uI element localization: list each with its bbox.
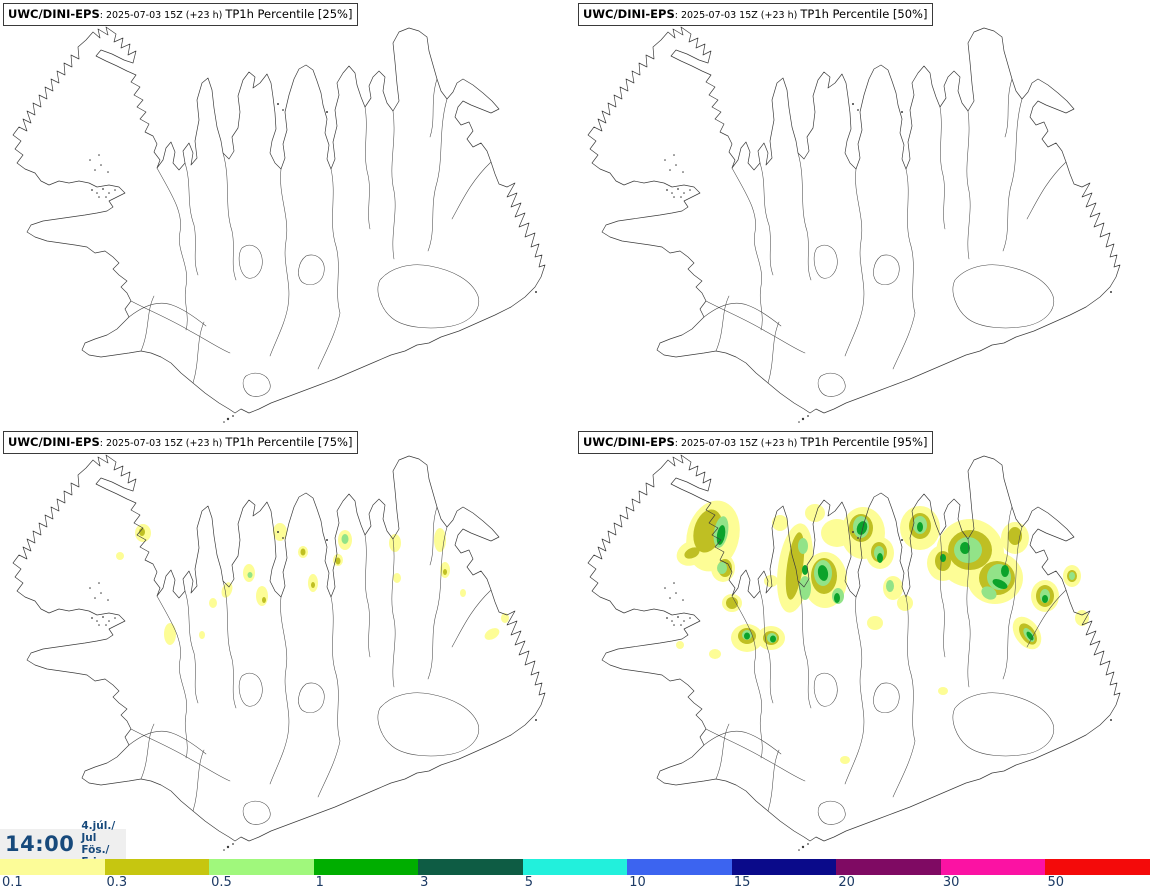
- run-time: : 2025-07-03 15Z (+23 h): [674, 438, 798, 449]
- colorbar-tick-label: 0.3: [106, 875, 128, 890]
- clock-panel: 14:00 4.júl./ Jul Fös./ Fri: [0, 820, 126, 868]
- product-name: TP1h Percentile [75%]: [225, 435, 353, 449]
- panel-title-95: UWC/DINI-EPS: 2025-07-03 15Z (+23 h) TP1h…: [578, 431, 934, 454]
- precip-field-95: [676, 500, 1089, 764]
- clock-date-line: 4.júl./ Jul: [81, 819, 116, 844]
- model-name: UWC/DINI-EPS: [8, 435, 100, 449]
- colorbar-tick-label: 5: [524, 875, 533, 890]
- run-time: : 2025-07-03 15Z (+23 h): [99, 438, 223, 449]
- panel-title-25: UWC/DINI-EPS: 2025-07-03 15Z (+23 h) TP1h…: [3, 3, 359, 26]
- iceland-map-95: [587, 450, 1121, 852]
- model-name: UWC/DINI-EPS: [8, 7, 100, 21]
- colorbar-tick-label: 10: [629, 875, 646, 890]
- map-panel-95: UWC/DINI-EPS: 2025-07-03 15Z (+23 h) TP1h…: [575, 428, 1150, 856]
- clock-time: 14:00: [5, 832, 75, 856]
- colorbar-tick-label: 50: [1047, 875, 1064, 890]
- colorbar-segment-3: [418, 859, 523, 875]
- colorbar-tick-label: 0.1: [2, 875, 23, 890]
- iceland-map-25: [12, 22, 546, 424]
- colorbar-segment-50: [1045, 859, 1150, 875]
- colorbar-segment-1: [313, 859, 419, 875]
- run-time: : 2025-07-03 15Z (+23 h): [99, 10, 223, 21]
- model-name: UWC/DINI-EPS: [583, 435, 675, 449]
- product-name: TP1h Percentile [25%]: [225, 7, 353, 21]
- colorbar-tick-label: 20: [838, 875, 855, 890]
- iceland-map-75: [12, 450, 546, 852]
- map-panel-75: UWC/DINI-EPS: 2025-07-03 15Z (+23 h) TP1h…: [0, 428, 575, 856]
- product-name: TP1h Percentile [95%]: [800, 435, 928, 449]
- product-name: TP1h Percentile [50%]: [800, 7, 928, 21]
- colorbar-segment-30: [940, 859, 1046, 875]
- model-name: UWC/DINI-EPS: [583, 7, 675, 21]
- map-panel-25: UWC/DINI-EPS: 2025-07-03 15Z (+23 h) TP1h…: [0, 0, 575, 428]
- colorbar-segment-5: [522, 859, 628, 875]
- colorbar-tick-label: 3: [420, 875, 429, 890]
- colorbar-segment-20: [836, 859, 941, 875]
- panel-title-50: UWC/DINI-EPS: 2025-07-03 15Z (+23 h) TP1h…: [578, 3, 934, 26]
- map-panel-50: UWC/DINI-EPS: 2025-07-03 15Z (+23 h) TP1h…: [575, 0, 1150, 428]
- colorbar-segment-15: [731, 859, 837, 875]
- colorbar-labels: 0.1 0.3 0.5 1 3 5 10 15 20 30 50: [0, 875, 1150, 891]
- panel-title-75: UWC/DINI-EPS: 2025-07-03 15Z (+23 h) TP1h…: [3, 431, 359, 454]
- precip-colorbar: [0, 859, 1150, 875]
- colorbar-tick-label: 0.5: [211, 875, 232, 890]
- run-time: : 2025-07-03 15Z (+23 h): [674, 10, 798, 21]
- colorbar-segment-10: [627, 859, 732, 875]
- colorbar-tick-label: 15: [733, 875, 751, 890]
- colorbar-segment-0.3: [104, 859, 210, 875]
- colorbar-tick-label: 30: [942, 875, 960, 890]
- colorbar-tick-label: 1: [315, 875, 324, 890]
- colorbar-segment-0.5: [209, 859, 314, 875]
- colorbar-segment-0.1: [0, 859, 105, 875]
- precip-field-75: [116, 523, 509, 645]
- iceland-map-50: [587, 22, 1121, 424]
